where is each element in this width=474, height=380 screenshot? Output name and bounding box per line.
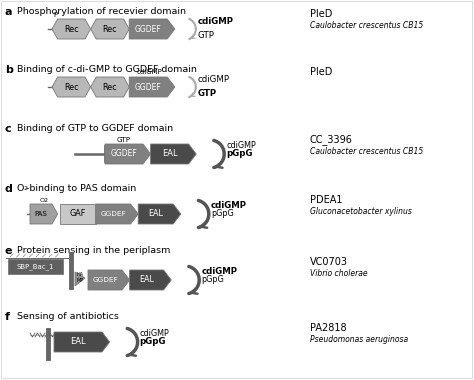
Text: Vibrio cholerae: Vibrio cholerae: [310, 269, 368, 277]
Text: c: c: [5, 124, 12, 134]
Text: EAL: EAL: [70, 337, 86, 347]
Text: Rec: Rec: [64, 82, 79, 92]
Polygon shape: [138, 204, 181, 224]
Text: VC0703: VC0703: [310, 257, 348, 267]
Text: b: b: [5, 65, 13, 75]
Text: Caulobacter crescentus CB15: Caulobacter crescentus CB15: [310, 147, 423, 155]
Text: HA
MP: HA MP: [77, 272, 84, 283]
Text: O2: O2: [39, 198, 48, 203]
Text: O: O: [17, 184, 24, 193]
Text: GTP: GTP: [117, 137, 131, 143]
Text: pGpG: pGpG: [140, 337, 166, 345]
Polygon shape: [129, 270, 171, 290]
Text: pGpG: pGpG: [211, 209, 234, 217]
Text: Caulobacter crescentus CB15: Caulobacter crescentus CB15: [310, 21, 423, 30]
Text: Binding of c-di-GMP to GGDEF domain: Binding of c-di-GMP to GGDEF domain: [17, 65, 197, 74]
Text: cdiGMP: cdiGMP: [140, 328, 169, 337]
Polygon shape: [129, 19, 175, 39]
Polygon shape: [91, 19, 129, 39]
Text: GGDEF: GGDEF: [100, 211, 126, 217]
Text: cdiGMP: cdiGMP: [198, 17, 234, 27]
Text: GGDEF: GGDEF: [135, 24, 162, 33]
Bar: [8, 259, 63, 274]
Polygon shape: [30, 204, 58, 224]
Text: EAL: EAL: [148, 209, 163, 218]
Text: f: f: [5, 312, 10, 322]
Text: PleD: PleD: [310, 67, 332, 77]
Text: d: d: [5, 184, 13, 194]
Text: Pseudomonas aeruginosa: Pseudomonas aeruginosa: [310, 334, 408, 344]
Polygon shape: [88, 270, 129, 290]
Text: P: P: [53, 12, 57, 18]
Text: cdiGMP: cdiGMP: [198, 76, 230, 84]
Text: GTP: GTP: [198, 90, 217, 98]
Text: cdiGMP: cdiGMP: [226, 141, 256, 149]
Text: Binding of GTP to GGDEF domain: Binding of GTP to GGDEF domain: [17, 124, 173, 133]
Text: Rec: Rec: [64, 24, 79, 33]
Text: Protein sensing in the periplasm: Protein sensing in the periplasm: [17, 246, 170, 255]
Polygon shape: [105, 144, 151, 164]
Text: GAF: GAF: [70, 209, 86, 218]
Text: PleD: PleD: [310, 9, 332, 19]
Text: GGDEF: GGDEF: [110, 149, 137, 158]
Text: cdiGMP: cdiGMP: [201, 266, 237, 276]
Text: e: e: [5, 246, 12, 256]
Text: cdiGMP: cdiGMP: [211, 201, 247, 209]
Text: Rec: Rec: [102, 24, 117, 33]
Text: GTP: GTP: [198, 32, 215, 41]
Polygon shape: [151, 144, 196, 164]
Polygon shape: [91, 77, 129, 97]
Text: cdiGMP: cdiGMP: [137, 69, 162, 75]
Text: a: a: [5, 7, 12, 17]
Text: Gluconacetobacter xylinus: Gluconacetobacter xylinus: [310, 206, 412, 215]
Text: EAL: EAL: [139, 276, 154, 285]
Text: 2: 2: [24, 187, 28, 192]
Polygon shape: [129, 77, 175, 97]
Text: pGpG: pGpG: [201, 274, 224, 283]
Polygon shape: [52, 19, 91, 39]
Text: PA2818: PA2818: [310, 323, 346, 333]
Text: CC_3396: CC_3396: [310, 135, 353, 146]
Bar: [60, 204, 96, 224]
Text: Rec: Rec: [102, 82, 117, 92]
Text: GGDEF: GGDEF: [92, 277, 118, 283]
Polygon shape: [54, 332, 109, 352]
Text: Phosphorylation of recevier domain: Phosphorylation of recevier domain: [17, 7, 186, 16]
Text: PAS: PAS: [35, 211, 47, 217]
Polygon shape: [75, 272, 85, 286]
Text: -binding to PAS domain: -binding to PAS domain: [27, 184, 137, 193]
Text: EAL: EAL: [162, 149, 177, 158]
Text: SBP_Bac_1: SBP_Bac_1: [17, 263, 55, 270]
Text: GGDEF: GGDEF: [135, 82, 162, 92]
Polygon shape: [52, 77, 91, 97]
Text: PDEA1: PDEA1: [310, 195, 343, 205]
Polygon shape: [96, 204, 138, 224]
Text: pGpG: pGpG: [226, 149, 253, 157]
Text: Sensing of antibiotics: Sensing of antibiotics: [17, 312, 119, 321]
